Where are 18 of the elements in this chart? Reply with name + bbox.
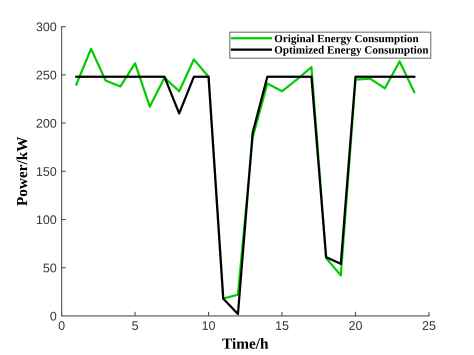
legend-label: Optimized Energy Consumption (274, 46, 428, 56)
y-tick-label: 50 (43, 264, 56, 272)
legend-label: Original Energy Consumption (274, 34, 419, 45)
x-tick-label: 10 (202, 321, 216, 330)
y-tick-label: 150 (36, 167, 56, 176)
line-series (75, 76, 416, 316)
x-axis-title: Time/h (222, 338, 268, 349)
y-tick-label: 200 (36, 118, 56, 128)
y-tick-label: 0 (50, 312, 56, 321)
y-tick-label: 100 (36, 215, 56, 224)
x-tick-label: 15 (276, 321, 288, 330)
x-tick-label: 20 (349, 321, 362, 330)
x-tick-label: 25 (422, 321, 436, 330)
y-axis-title: Power/kW (16, 136, 28, 206)
x-tick-label: 0 (58, 321, 65, 330)
y-tick-label: 250 (36, 70, 56, 80)
x-tick-label: 5 (132, 321, 138, 330)
y-tick-label: 300 (36, 22, 56, 32)
